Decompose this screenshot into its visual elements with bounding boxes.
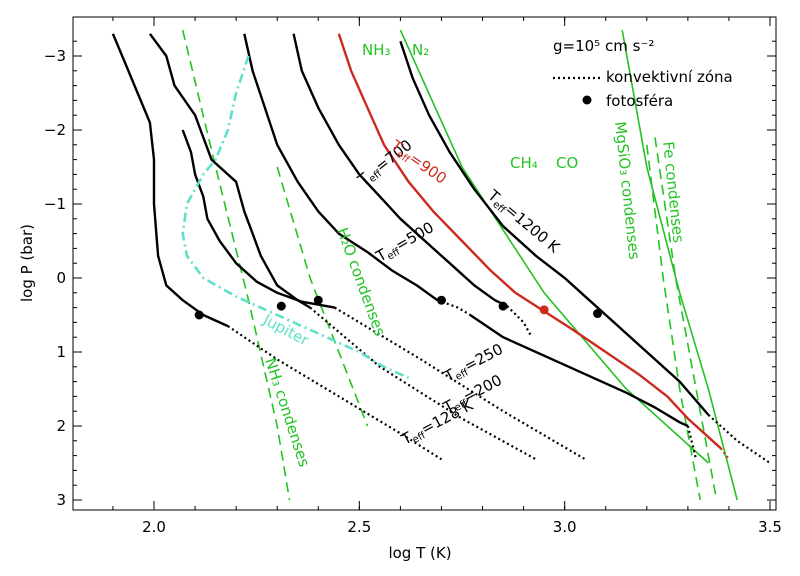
label-mgsio3-condenses: MgSiO₃ condenses [611, 121, 643, 261]
label-nh3-condenses: NH₃ condenses [261, 356, 313, 470]
series-convective [334, 306, 586, 461]
label-co: CO [556, 154, 578, 172]
legend-entry-photosphere: fotosféra [606, 92, 673, 110]
photosphere-point [593, 309, 603, 319]
series-convective [309, 306, 537, 461]
series-line [181, 55, 410, 380]
photosphere-point [436, 295, 446, 305]
photosphere-point [498, 301, 508, 311]
series-line [469, 314, 689, 428]
photosphere-point [194, 310, 204, 320]
condensation-curve [654, 137, 718, 501]
label-jupiter: Jupiter [259, 310, 312, 350]
y-axis-title: log P (bar) [18, 224, 36, 302]
y-tick-label: 3 [56, 491, 66, 509]
axis-ticks [73, 17, 776, 510]
photosphere-point [313, 295, 323, 305]
label-nh3-n2-nh3: NH₃ [362, 41, 391, 59]
y-tick-label: −2 [44, 121, 66, 139]
legend: g=10⁵ cm s⁻² konvektivní zóna fotosféra [553, 37, 733, 110]
legend-entry-gravity: g=10⁵ cm s⁻² [553, 37, 654, 55]
label-nh3-n2-n2: N₂ [412, 41, 429, 59]
series-line [243, 33, 439, 302]
series-convective [437, 299, 471, 316]
x-axis-title: log T (K) [388, 544, 451, 562]
series-convective [506, 305, 533, 338]
y-tick-label: 1 [56, 343, 66, 361]
condensation-curve [621, 29, 738, 501]
condensation-curve [181, 29, 291, 501]
x-tick-label: 3.0 [553, 518, 577, 536]
legend-entry-convective: konvektivní zóna [606, 68, 733, 86]
photosphere-point [276, 301, 286, 311]
condensation-curve [399, 29, 709, 464]
label-h2o-condenses: H₂O condenses [333, 225, 389, 338]
photosphere-point [539, 305, 549, 315]
series-line [111, 33, 229, 328]
y-tick-label: −1 [44, 195, 66, 213]
x-tick-label: 3.5 [758, 518, 782, 536]
series-line [399, 40, 710, 416]
series-convective [686, 425, 698, 460]
series-line [148, 33, 311, 309]
series-convective [707, 414, 771, 464]
x-tick-label: 2.0 [142, 518, 166, 536]
x-tick-label: 2.5 [347, 518, 371, 536]
axis-tick-labels: 2.0 2.5 3.0 3.5 −3 −2 −1 0 1 2 3 [44, 47, 782, 536]
series-convective [719, 447, 730, 460]
y-tick-label: 0 [56, 269, 66, 287]
series-line [292, 33, 508, 308]
series-line [337, 33, 722, 450]
series-line [181, 129, 335, 309]
condensation-curve [646, 144, 701, 501]
y-tick-label: −3 [44, 47, 66, 65]
curves [111, 29, 771, 501]
label-ch4: CH₄ [510, 154, 538, 172]
legend-swatch-photosphere [582, 95, 592, 105]
y-tick-label: 2 [56, 417, 66, 435]
series-convective [227, 325, 443, 461]
condensation-curve [276, 166, 369, 427]
label-teff-1200: Teff=1200 K [482, 186, 564, 259]
